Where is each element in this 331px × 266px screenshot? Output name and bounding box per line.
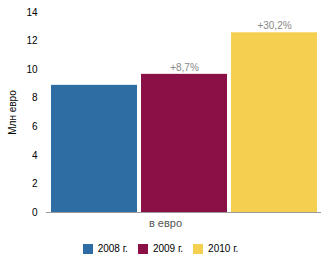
html-text:2009 г.: 2009 г. [152, 243, 184, 254]
html-text:2010 г.: 2010 г. [208, 243, 239, 254]
svg-text:6: 6 [32, 121, 38, 132]
svg-text:2: 2 [32, 178, 38, 189]
svg-text:12: 12 [26, 35, 38, 46]
svg-text:Млн евро: Млн евро [7, 90, 18, 135]
svg-text:4: 4 [32, 150, 38, 161]
svg-text:8: 8 [32, 92, 38, 103]
svg-text:0: 0 [32, 207, 38, 218]
svg-text:14: 14 [26, 7, 38, 18]
html-text:в евро: в евро [148, 217, 182, 229]
svg-text:+8,7%: +8,7% [170, 62, 199, 73]
svg-text:10: 10 [26, 64, 38, 75]
svg-text:+30,2%: +30,2% [257, 20, 291, 31]
html-text:2008 г.: 2008 г. [97, 243, 128, 254]
